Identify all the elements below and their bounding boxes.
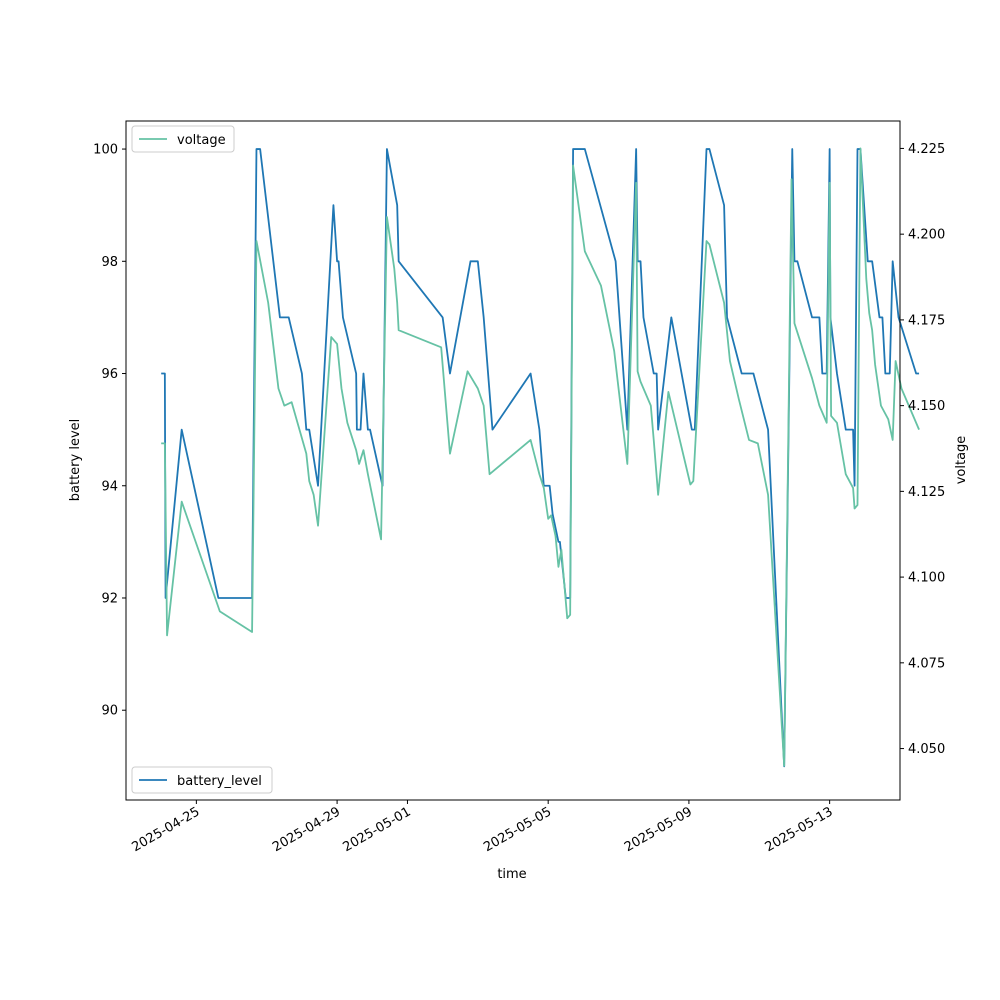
right-y-tick-label: 4.200 bbox=[908, 228, 945, 243]
x-axis-title: time bbox=[497, 867, 526, 882]
left-y-tick-label: 96 bbox=[101, 367, 118, 382]
right-y-tick-label: 4.075 bbox=[908, 656, 945, 671]
right-y-tick-label: 4.225 bbox=[908, 142, 945, 157]
right-y-tick-label: 4.050 bbox=[908, 742, 945, 757]
series-line-battery-level bbox=[161, 148, 920, 768]
legend-voltage: voltage bbox=[131, 125, 235, 153]
left-y-tick-label: 98 bbox=[101, 255, 118, 270]
legend-battery-level-frame bbox=[131, 766, 273, 794]
right-y-tick-label: 4.150 bbox=[908, 399, 945, 414]
left-y-axis-title: battery level bbox=[68, 419, 83, 502]
legend-voltage-frame bbox=[131, 125, 235, 153]
left-y-tick-label: 90 bbox=[101, 704, 118, 719]
series-line-voltage bbox=[161, 147, 920, 767]
right-y-tick-label: 4.125 bbox=[908, 485, 945, 500]
right-y-tick-label: 4.175 bbox=[908, 313, 945, 328]
plot-frame bbox=[125, 120, 901, 801]
left-y-tick-label: 94 bbox=[101, 479, 118, 494]
left-y-tick-label: 100 bbox=[93, 143, 118, 158]
left-y-tick-label: 92 bbox=[101, 591, 118, 606]
legend-voltage-label: voltage bbox=[177, 133, 226, 148]
right-y-axis-title: voltage bbox=[954, 436, 969, 485]
legend-battery-level-label: battery_level bbox=[177, 774, 262, 789]
right-y-tick-label: 4.100 bbox=[908, 571, 945, 586]
legend-battery-level: battery_level bbox=[131, 766, 273, 794]
plot-area bbox=[161, 147, 920, 768]
